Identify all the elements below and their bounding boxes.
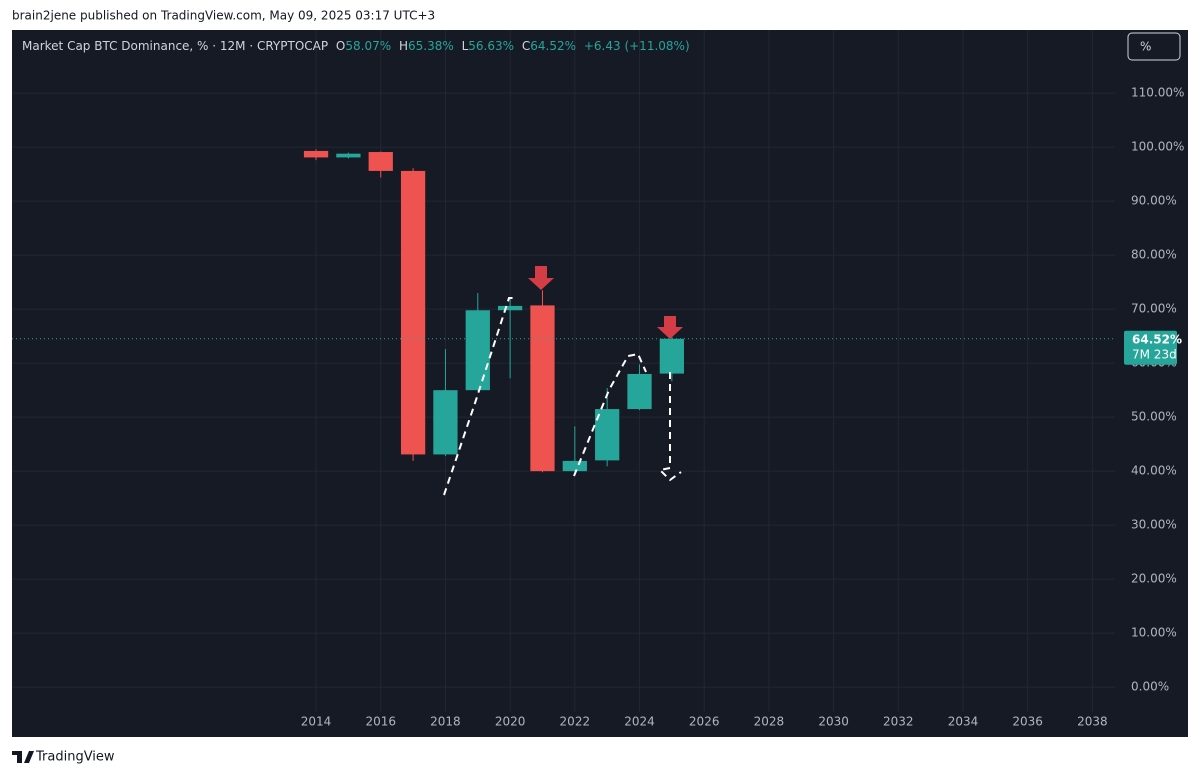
y-tick-label: 50.00% xyxy=(1131,410,1177,424)
candle-body xyxy=(562,460,587,472)
plot: 0.00%10.00%20.00%30.00%40.00%50.00%60.00… xyxy=(12,30,1184,729)
chart-title: Market Cap BTC Dominance, % · 12M · CRYP… xyxy=(22,39,328,53)
scale-button-label[interactable]: % xyxy=(1140,40,1151,54)
legend-value: 64.52% xyxy=(530,39,576,53)
legend-change: +6.43 (+11.08%) xyxy=(584,39,690,53)
y-tick-label: 20.00% xyxy=(1131,572,1177,586)
price-label: 64.52% xyxy=(1132,332,1182,346)
scale-button[interactable] xyxy=(1127,32,1181,61)
drawing xyxy=(443,297,682,496)
x-tick-label: 2032 xyxy=(883,715,914,729)
candle-body xyxy=(433,390,458,455)
chart-panel xyxy=(12,30,1188,737)
dashed-path xyxy=(573,352,647,477)
legend-key: C xyxy=(522,39,530,53)
x-tick-label: 2034 xyxy=(948,715,979,729)
y-tick-label: 100.00% xyxy=(1131,140,1184,154)
dashed-path xyxy=(443,297,516,496)
brand-logo xyxy=(12,751,34,763)
y-tick-label: 40.00% xyxy=(1131,464,1177,478)
x-tick-label: 2038 xyxy=(1077,715,1108,729)
brand-name: TradingView xyxy=(35,750,115,765)
byline: brain2jene published on TradingView.com,… xyxy=(12,9,435,23)
candle-body xyxy=(336,153,361,158)
countdown: 7M 23d xyxy=(1132,347,1177,361)
y-tick-label: 30.00% xyxy=(1131,518,1177,532)
legend-value: 58.07% xyxy=(345,39,391,53)
legend-key: H xyxy=(399,39,408,53)
x-tick-label: 2026 xyxy=(689,715,720,729)
footer: TradingView xyxy=(12,750,115,765)
legend-key: L xyxy=(462,39,469,53)
y-tick-label: 70.00% xyxy=(1131,302,1177,316)
x-tick-label: 2018 xyxy=(430,715,461,729)
candle-body xyxy=(627,373,652,410)
legend: Market Cap BTC Dominance, % · 12M · CRYP… xyxy=(22,39,690,53)
y-tick-label: 10.00% xyxy=(1131,626,1177,640)
y-tick-label: 90.00% xyxy=(1131,194,1177,208)
x-tick-label: 2020 xyxy=(495,715,526,729)
candle-body xyxy=(595,409,620,461)
y-tick-label: 80.00% xyxy=(1131,248,1177,262)
dashed-path xyxy=(657,372,682,482)
candle-body xyxy=(303,150,329,158)
legend-key: O xyxy=(336,39,345,53)
y-tick-label: 0.00% xyxy=(1131,680,1169,694)
x-tick-label: 2016 xyxy=(365,715,396,729)
price-label-box xyxy=(1124,330,1177,365)
arrow-down xyxy=(657,316,683,339)
candle-body xyxy=(465,310,490,391)
candle-body xyxy=(497,305,523,311)
legend-value: 65.38% xyxy=(408,39,454,53)
x-tick-label: 2030 xyxy=(818,715,849,729)
x-tick-label: 2024 xyxy=(624,715,655,729)
x-tick-label: 2022 xyxy=(560,715,591,729)
x-tick-label: 2028 xyxy=(754,715,785,729)
x-tick-label: 2014 xyxy=(301,715,332,729)
candle-body xyxy=(530,305,555,472)
arrow-down xyxy=(528,266,554,290)
x-tick-label: 2036 xyxy=(1012,715,1043,729)
candle-body xyxy=(368,152,393,171)
legend-value: 56.63% xyxy=(468,39,514,53)
candle-body xyxy=(659,338,684,374)
y-tick-label: 110.00% xyxy=(1131,86,1184,100)
candle-body xyxy=(400,170,426,455)
